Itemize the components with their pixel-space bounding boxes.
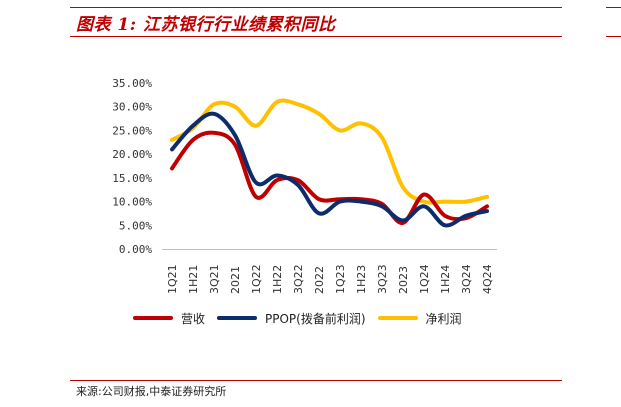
title-bottom-rule (70, 36, 562, 37)
x-tick-label: 3Q23 (376, 264, 389, 294)
x-tick-label: 1Q23 (334, 264, 347, 294)
source-note: 来源:公司财报,中泰证券研究所 (76, 385, 227, 398)
legend-label: 净利润 (425, 311, 462, 326)
legend-swatch (217, 316, 258, 320)
title-top-rule (70, 7, 562, 8)
series-line-ppop (170, 111, 489, 228)
x-tick-label: 2021 (229, 266, 242, 294)
x-tick-label: 1Q22 (250, 264, 263, 294)
y-tick-label: 20.00% (112, 148, 152, 161)
side-rule (606, 7, 621, 8)
legend-item-net-profit: 净利润 (377, 310, 462, 327)
source-rule (70, 380, 562, 381)
x-tick-label: 1Q21 (166, 264, 179, 294)
chart-series (170, 98, 489, 228)
x-tick-label: 3Q21 (208, 264, 221, 294)
side-rule (606, 36, 621, 37)
x-tick-label: 2023 (397, 266, 410, 294)
x-axis: 1Q21 1H21 3Q21 2021 1Q22 1H22 3Q22 2022 1Q23 1H23… (162, 249, 497, 294)
y-tick-label: 15.00% (112, 172, 152, 185)
x-tick-label: 1H24 (439, 265, 452, 294)
legend-label: PPOP(拨备前利润) (265, 311, 366, 326)
y-tick-label: 0.00% (119, 243, 152, 256)
y-tick-label: 25.00% (112, 124, 152, 137)
x-tick-label: 1H22 (271, 265, 284, 294)
x-tick-label: 1H23 (355, 265, 368, 294)
legend-label: 营收 (181, 311, 206, 326)
x-tick-label: 1H21 (187, 265, 200, 294)
series-line-revenue (170, 130, 489, 225)
x-tick-label: 1Q24 (418, 264, 431, 294)
figure-title: 图表 1: 江苏银行行业绩累积同比 (76, 15, 336, 35)
x-tick-label: 2022 (313, 266, 326, 294)
legend-item-ppop: PPOP(拨备前利润) (217, 310, 366, 327)
legend-swatch (377, 316, 418, 320)
y-tick-label: 10.00% (112, 196, 152, 209)
x-tick-label: 4Q24 (481, 264, 494, 294)
legend-swatch (133, 316, 173, 320)
y-tick-label: 5.00% (119, 219, 152, 232)
y-tick-label: 35.00% (112, 77, 152, 90)
legend-item-revenue: 营收 (133, 310, 205, 327)
x-tick-label: 3Q24 (460, 264, 473, 294)
y-tick-label: 30.00% (112, 101, 152, 114)
x-tick-label: 3Q22 (292, 264, 305, 294)
legend: 营收 PPOP(拨备前利润) 净利润 (133, 308, 474, 328)
y-axis: 0.00% 5.00% 10.00% 15.00% 20.00% 25.00% 30.00%… (112, 77, 152, 256)
